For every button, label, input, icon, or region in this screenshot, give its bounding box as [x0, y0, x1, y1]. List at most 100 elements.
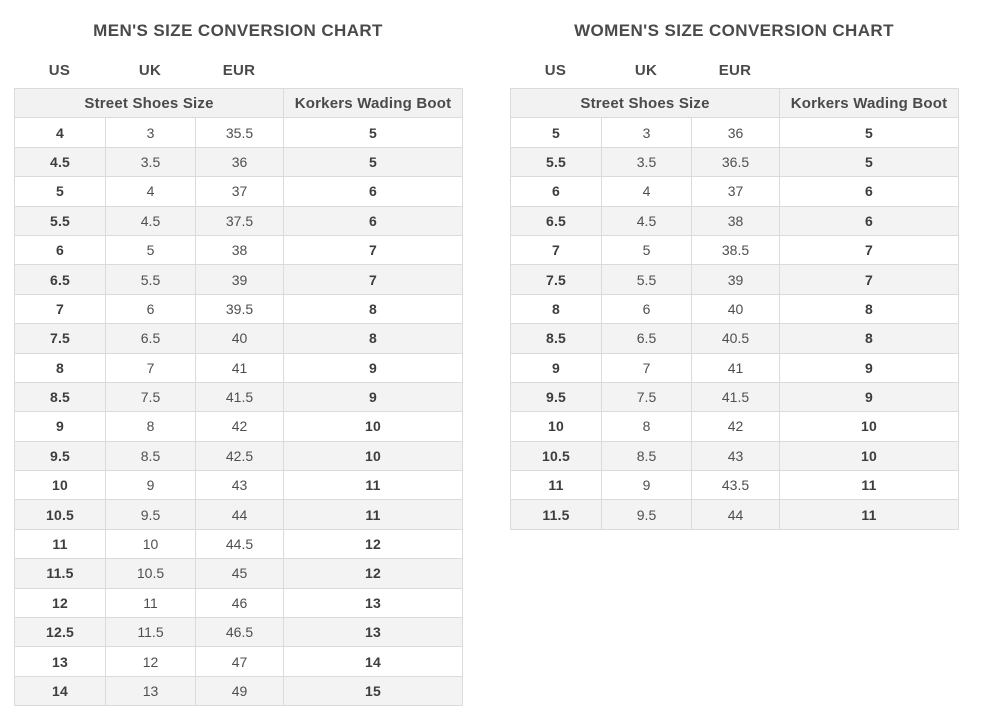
cell-us: 9.5	[510, 381, 602, 413]
cell-eur: 38	[194, 234, 285, 266]
table-row: 10 8 42 10	[510, 411, 960, 442]
unit-label-eur: EUR	[718, 62, 752, 79]
cell-us: 8	[14, 352, 106, 383]
cell-korkers: 11	[283, 499, 464, 530]
cell-eur: 43	[690, 440, 781, 472]
cell-us: 9	[510, 352, 602, 383]
cell-korkers: 7	[779, 234, 960, 266]
cell-us: 7	[510, 234, 602, 266]
cell-eur: 41	[690, 352, 781, 383]
cell-korkers: 12	[283, 558, 464, 589]
cell-eur: 46	[194, 587, 285, 619]
cell-us: 9	[14, 411, 106, 442]
cell-us: 4.5	[14, 146, 106, 178]
cell-korkers: 6	[283, 205, 464, 236]
cell-us: 5	[510, 117, 602, 148]
cell-korkers: 9	[779, 352, 960, 383]
cell-us: 4	[14, 117, 106, 148]
cell-korkers: 14	[283, 646, 464, 677]
cell-korkers: 11	[283, 470, 464, 501]
cell-uk: 13	[105, 675, 196, 707]
cell-uk: 6	[601, 293, 692, 325]
table-row: 5.5 4.5 37.5 6	[14, 205, 464, 236]
cell-eur: 46.5	[194, 617, 285, 648]
cell-eur: 44	[194, 499, 285, 530]
cell-eur: 37.5	[194, 205, 285, 236]
table-row: 6.5 5.5 39 7	[14, 264, 464, 295]
cell-korkers: 8	[779, 293, 960, 325]
cell-korkers: 10	[283, 411, 464, 442]
table-row: 10.5 9.5 44 11	[14, 499, 464, 530]
cell-eur: 44	[690, 499, 781, 530]
cell-uk: 9.5	[105, 499, 196, 530]
cell-eur: 42	[690, 411, 781, 442]
cell-eur: 49	[194, 675, 285, 707]
cell-korkers: 11	[779, 470, 960, 501]
cell-eur: 47	[194, 646, 285, 677]
cell-us: 12	[14, 587, 106, 619]
table-row: 11.5 10.5 45 12	[14, 558, 464, 589]
cell-korkers: 6	[283, 176, 464, 207]
table-row: 12 11 46 13	[14, 587, 464, 619]
table-row: 9 7 41 9	[510, 352, 960, 383]
table-row: 4.5 3.5 36 5	[14, 146, 464, 178]
cell-us: 11	[14, 528, 106, 560]
table-row: 6 5 38 7	[14, 234, 464, 266]
cell-eur: 35.5	[194, 117, 285, 148]
cell-korkers: 15	[283, 675, 464, 707]
cell-eur: 37	[194, 176, 285, 207]
table-row: 8 7 41 9	[14, 352, 464, 383]
cell-korkers: 5	[283, 146, 464, 178]
cell-korkers: 8	[779, 323, 960, 354]
cell-uk: 6.5	[105, 323, 196, 354]
group-header-korkers-boot: Korkers Wading Boot	[779, 87, 960, 119]
cell-korkers: 5	[779, 117, 960, 148]
mens-chart-title: MEN'S SIZE CONVERSION CHART	[93, 21, 383, 40]
table-row: 5.5 3.5 36.5 5	[510, 146, 960, 178]
cell-uk: 12	[105, 646, 196, 677]
cell-eur: 39.5	[194, 293, 285, 325]
table-row: 8 6 40 8	[510, 293, 960, 325]
cell-us: 8	[510, 293, 602, 325]
cell-uk: 8.5	[601, 440, 692, 472]
table-row: 14 13 49 15	[14, 675, 464, 707]
cell-eur: 45	[194, 558, 285, 589]
cell-uk: 7	[601, 352, 692, 383]
cell-us: 7.5	[510, 264, 602, 295]
cell-eur: 43	[194, 470, 285, 501]
unit-label-eur: EUR	[222, 62, 256, 79]
table-row: 9 8 42 10	[14, 411, 464, 442]
group-header-row: Street Shoes Size Korkers Wading Boot	[13, 87, 464, 119]
cell-uk: 5.5	[105, 264, 196, 295]
table-row: 9.5 8.5 42.5 10	[14, 440, 464, 472]
womens-chart-title: WOMEN'S SIZE CONVERSION CHART	[574, 21, 894, 40]
cell-korkers: 5	[283, 117, 464, 148]
cell-eur: 42.5	[194, 440, 285, 472]
cell-uk: 9	[105, 470, 196, 501]
table-row: 7 6 39.5 8	[14, 293, 464, 325]
cell-korkers: 8	[283, 293, 464, 325]
cell-us: 13	[14, 646, 106, 677]
cell-eur: 38	[690, 205, 781, 236]
cell-us: 10	[510, 411, 602, 442]
cell-us: 8.5	[14, 381, 106, 413]
cell-eur: 36	[690, 117, 781, 148]
table-row: 7 5 38.5 7	[510, 234, 960, 266]
cell-uk: 3.5	[601, 146, 692, 178]
cell-eur: 37	[690, 176, 781, 207]
cell-us: 11.5	[510, 499, 602, 530]
cell-us: 10.5	[510, 440, 602, 472]
cell-us: 6	[14, 234, 106, 266]
cell-us: 5.5	[14, 205, 106, 236]
cell-us: 9.5	[14, 440, 106, 472]
cell-korkers: 12	[283, 528, 464, 560]
cell-uk: 7	[105, 352, 196, 383]
cell-uk: 9.5	[601, 499, 692, 530]
cell-eur: 41	[194, 352, 285, 383]
cell-eur: 39	[690, 264, 781, 295]
table-row: 12.5 11.5 46.5 13	[14, 617, 464, 648]
cell-us: 14	[14, 675, 106, 707]
cell-uk: 4	[601, 176, 692, 207]
cell-us: 6.5	[510, 205, 602, 236]
